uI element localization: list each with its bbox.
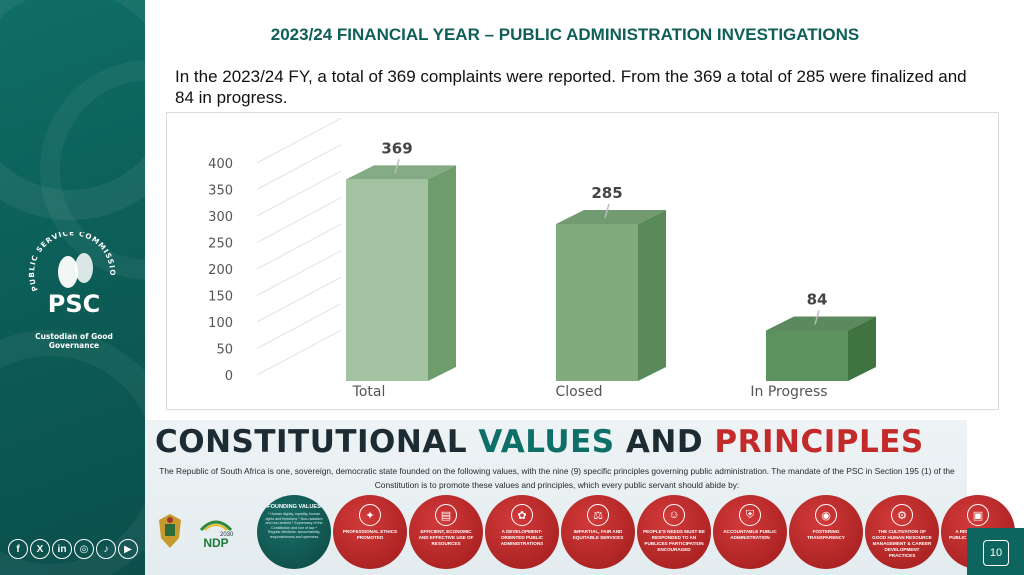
bar-top xyxy=(556,209,666,224)
principle-label: ACCOUNTABLE PUBLIC ADMINISTRATION xyxy=(723,529,777,540)
chart-svg: 0 50 100 150 200 250 300 350 400 369 Total 285 Close… xyxy=(208,117,876,400)
gridline-left xyxy=(256,170,342,217)
bar-side xyxy=(848,316,876,381)
slide-intro: In the 2023/24 FY, a total of 369 compla… xyxy=(175,67,967,107)
principles-row: FOUNDING VALUES * Human dignity, equalit… xyxy=(257,495,1015,569)
gridline-left xyxy=(256,303,342,349)
logo-letters: PSC xyxy=(48,290,101,318)
banner-description: The Republic of South Africa is one, sov… xyxy=(159,466,955,490)
banner-title: CONSTITUTIONAL VALUES AND PRINCIPLES xyxy=(155,424,924,460)
principle-circle: ✦ PROFESSIONAL ETHICS PROMOTED xyxy=(333,495,407,569)
corner-accent xyxy=(967,528,1024,575)
gridline-left xyxy=(256,197,342,243)
data-label: 84 xyxy=(807,290,828,308)
y-tick-label: 100 xyxy=(208,316,233,331)
tiktok-icon[interactable]: ♪ xyxy=(96,539,116,559)
gridline-left xyxy=(256,276,342,323)
banner-title-word: AND xyxy=(625,424,704,460)
banner-title-word: PRINCIPLES xyxy=(714,424,924,460)
founding-values-items: * Human dignity, equality, human rights … xyxy=(265,512,323,539)
principle-label: IMPARTIAL, FAIR AND EQUITABLE SERVICES xyxy=(572,529,624,540)
principle-circle: ✿ A DEVELOPMENT-ORIENTED PUBLIC ADMINISTR… xyxy=(485,495,559,569)
principle-icon: ▣ xyxy=(967,504,989,526)
principle-icon: ⛨ xyxy=(739,504,761,526)
principle-icon: ☺ xyxy=(663,504,685,526)
data-label-leader xyxy=(814,310,820,325)
ndp-logo: 2030 NDP xyxy=(199,520,234,550)
principle-icon: ⚙ xyxy=(891,504,913,526)
banner-title-word: VALUES xyxy=(478,424,615,460)
gridline-left xyxy=(256,250,342,296)
complaints-bar-chart: 0 50 100 150 200 250 300 350 400 369 Total 285 Close… xyxy=(166,112,999,410)
sidebar: PUBLIC SERVICE COMMISSION PSC Custodian … xyxy=(0,0,145,575)
data-label: 285 xyxy=(591,184,622,202)
y-tick-label: 250 xyxy=(208,237,233,252)
facebook-icon[interactable]: f xyxy=(8,539,28,559)
ndp-label: NDP xyxy=(203,536,228,550)
principle-icon: ◉ xyxy=(815,504,837,526)
bar-front xyxy=(766,330,848,381)
principle-label: PROFESSIONAL ETHICS PROMOTED xyxy=(342,529,398,540)
principle-label: THE CULTIVATION OF GOOD HUMAN RESOURCE M… xyxy=(872,529,932,558)
gridline-left xyxy=(256,223,342,270)
bar-side xyxy=(428,165,456,381)
bar-top xyxy=(766,316,876,331)
x-category-label: In Progress xyxy=(750,384,827,400)
youtube-icon[interactable]: ▶ xyxy=(118,539,138,559)
principle-icon: ✿ xyxy=(511,504,533,526)
y-tick-label: 50 xyxy=(216,343,233,358)
slide-title: 2023/24 FINANCIAL YEAR – PUBLIC ADMINIST… xyxy=(270,25,860,44)
bar-front xyxy=(346,179,428,381)
founding-values-circle: FOUNDING VALUES * Human dignity, equalit… xyxy=(257,495,331,569)
bar-front xyxy=(556,223,638,381)
x-icon[interactable]: X xyxy=(30,539,50,559)
principle-label: FOSTERING TRANSPARENCY xyxy=(807,529,845,540)
instagram-icon[interactable]: ◎ xyxy=(74,539,94,559)
principle-circle: ☺ PEOPLE'S NEEDS MUST BE RESPONDED TO AN … xyxy=(637,495,711,569)
principle-circle: ⚙ THE CULTIVATION OF GOOD HUMAN RESOURCE … xyxy=(865,495,939,569)
principle-icon: ▤ xyxy=(435,504,457,526)
banner-title-word: CONSTITUTIONAL xyxy=(155,424,468,460)
gridline-left xyxy=(256,117,342,164)
logo-tagline: Custodian of Good Governance xyxy=(35,332,113,350)
data-label: 369 xyxy=(381,139,412,157)
y-tick-label: 150 xyxy=(208,290,233,305)
founding-values-heading: FOUNDING VALUES xyxy=(267,504,321,510)
ndp-year: 2030 xyxy=(220,532,234,538)
y-tick-label: 200 xyxy=(208,263,233,278)
y-tick-label: 0 xyxy=(225,369,233,384)
principle-circle: ⚖ IMPARTIAL, FAIR AND EQUITABLE SERVICES xyxy=(561,495,635,569)
principle-circle: ◉ FOSTERING TRANSPARENCY xyxy=(789,495,863,569)
principle-circle: ⛨ ACCOUNTABLE PUBLIC ADMINISTRATION xyxy=(713,495,787,569)
bar-side xyxy=(638,209,666,381)
constitutional-values-banner: CONSTITUTIONAL VALUES AND PRINCIPLES The… xyxy=(145,420,1015,575)
principle-icon: ⚖ xyxy=(587,504,609,526)
principle-label: EFFICIENT, ECONOMIC AND EFFECTIVE USE OF… xyxy=(418,529,474,546)
gridline-left xyxy=(256,144,342,190)
linkedin-icon[interactable]: in xyxy=(52,539,72,559)
x-category-label: Total xyxy=(352,384,386,400)
principle-icon: ✦ xyxy=(359,504,381,526)
x-category-label: Closed xyxy=(555,384,602,400)
gridline-left xyxy=(256,329,342,376)
principle-label: PEOPLE'S NEEDS MUST BE RESPONDED TO AN P… xyxy=(643,529,705,552)
page-number: 10 xyxy=(983,540,1009,566)
data-label-leader xyxy=(394,159,400,174)
data-label-leader xyxy=(604,203,610,219)
principle-circle: ▤ EFFICIENT, ECONOMIC AND EFFECTIVE USE O… xyxy=(409,495,483,569)
y-tick-label: 350 xyxy=(208,184,233,199)
coat-of-arms-icon xyxy=(159,514,181,548)
y-tick-label: 400 xyxy=(208,157,233,172)
bar-top xyxy=(346,165,456,180)
psc-logo: PUBLIC SERVICE COMMISSION PSC xyxy=(24,232,116,318)
principle-label: A DEVELOPMENT-ORIENTED PUBLIC ADMINISTRA… xyxy=(500,529,544,546)
y-tick-label: 300 xyxy=(208,210,233,225)
